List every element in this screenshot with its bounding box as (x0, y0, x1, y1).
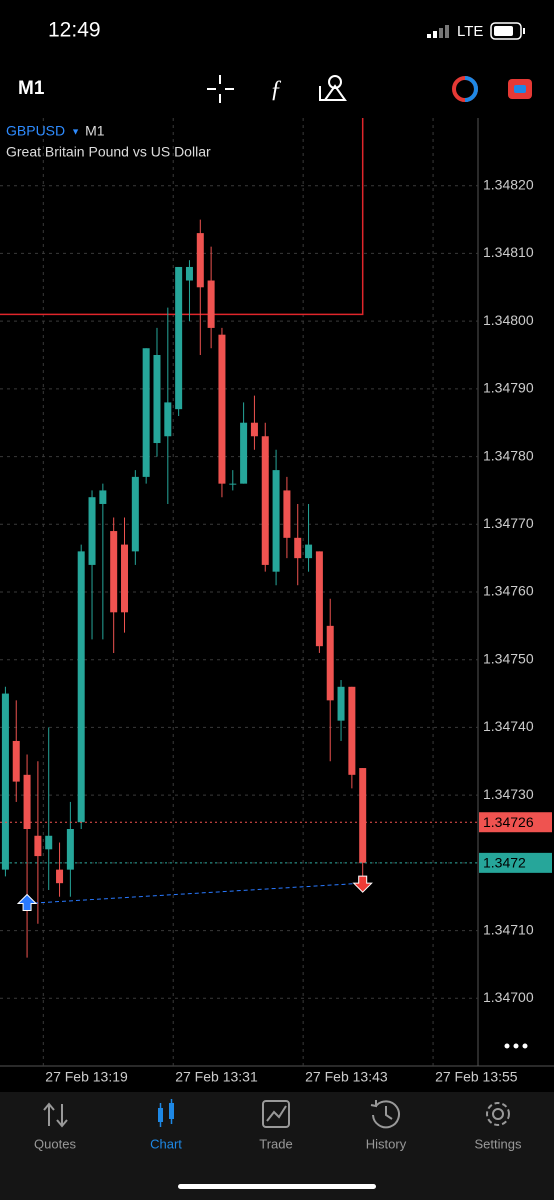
candle-body (88, 497, 96, 565)
y-tick-label: 1.34820 (483, 176, 534, 192)
chart-timeframe: M1 (85, 123, 105, 139)
candle-body (229, 483, 237, 485)
candle-body (131, 476, 139, 552)
indicators-button[interactable]: ƒ (270, 77, 282, 103)
sell-marker (352, 875, 373, 893)
nav-label[interactable]: Settings (475, 1136, 522, 1151)
candle-body (185, 266, 193, 281)
y-tick-label: 1.34700 (483, 989, 534, 1005)
candle-body (196, 233, 204, 288)
trade-link (27, 882, 363, 904)
candle-body (326, 625, 334, 701)
x-tick-label: 27 Feb 13:55 (435, 1069, 518, 1085)
y-tick-label: 1.34710 (483, 921, 534, 937)
candle-body (56, 869, 64, 884)
bid-label-bg (479, 852, 552, 873)
y-tick-label: 1.34790 (483, 380, 534, 396)
more-button[interactable] (504, 1043, 528, 1049)
candle-body (294, 537, 302, 559)
candle-body (261, 436, 269, 565)
candle-body (12, 740, 20, 782)
home-indicator (178, 1184, 376, 1189)
x-tick-label: 27 Feb 13:43 (305, 1069, 388, 1085)
candle-body (272, 470, 280, 572)
x-tick-label: 27 Feb 13:31 (175, 1069, 258, 1085)
nav-label[interactable]: History (366, 1136, 407, 1151)
candle-body (164, 402, 172, 437)
plot (0, 118, 367, 958)
box-object (0, 118, 364, 316)
trade-button[interactable] (508, 79, 532, 99)
y-tick-label: 1.34770 (483, 515, 534, 531)
candle-body (110, 531, 118, 613)
quotes-icon (43, 1102, 68, 1128)
symbol-dropdown: ▼ (71, 126, 80, 136)
candle-body (66, 829, 74, 870)
candle-body (305, 544, 313, 559)
candle-body (77, 551, 85, 823)
y-tick-label: 1.34740 (483, 718, 534, 734)
chart-icon (158, 1099, 174, 1127)
y-tick-label: 1.34810 (483, 244, 534, 260)
candle-body (315, 551, 323, 647)
chart-area: 1.347001.347101.347201.347301.347401.347… (0, 118, 554, 1085)
history-icon (370, 1100, 400, 1129)
candle-body (337, 686, 345, 721)
nav-label[interactable]: Trade (259, 1136, 292, 1151)
status-network: LTE (457, 23, 483, 40)
candle-body (218, 334, 226, 484)
symbol: GBPUSD (6, 123, 65, 139)
buy-marker (16, 893, 38, 911)
battery (490, 22, 525, 40)
candle-body (207, 280, 215, 328)
crosshair-button[interactable] (207, 75, 234, 103)
y-tick-label: 1.34750 (483, 650, 534, 666)
candle-body (153, 355, 161, 444)
candle-body (121, 544, 129, 613)
candle-body (34, 835, 42, 857)
y-tick-label: 1.34780 (483, 447, 534, 463)
ask-label-bg (479, 812, 552, 833)
candle-body (240, 422, 248, 484)
status-time: 12:49 (48, 19, 101, 42)
nav-label[interactable]: Quotes (34, 1136, 76, 1151)
candle-body (359, 768, 367, 863)
candle-body (348, 686, 356, 775)
y-tick-label: 1.34760 (483, 583, 534, 599)
nav-bar (0, 1092, 554, 1200)
candle-body (23, 774, 31, 829)
candle-body (1, 693, 9, 870)
timeframe-button[interactable]: M1 (18, 78, 45, 99)
y-tick-label: 1.34800 (483, 312, 534, 328)
signal (427, 25, 449, 38)
ask-label: 1.34726 (483, 814, 534, 830)
settings-icon (486, 1102, 510, 1126)
trade-icon (262, 1100, 290, 1128)
one-click-button[interactable] (452, 76, 478, 102)
candle-body (175, 266, 183, 410)
candle-body (283, 490, 291, 538)
description: Great Britain Pound vs US Dollar (6, 144, 211, 160)
x-tick-label: 27 Feb 13:19 (45, 1069, 128, 1085)
y-tick-label: 1.34730 (483, 786, 534, 802)
candle-body (250, 422, 258, 437)
bid-label: 1.3472 (483, 855, 526, 871)
candle-body (99, 490, 107, 504)
objects-button[interactable] (319, 75, 347, 101)
nav-label[interactable]: Chart (150, 1136, 182, 1151)
candle-body (142, 348, 150, 477)
candle-body (45, 835, 53, 850)
